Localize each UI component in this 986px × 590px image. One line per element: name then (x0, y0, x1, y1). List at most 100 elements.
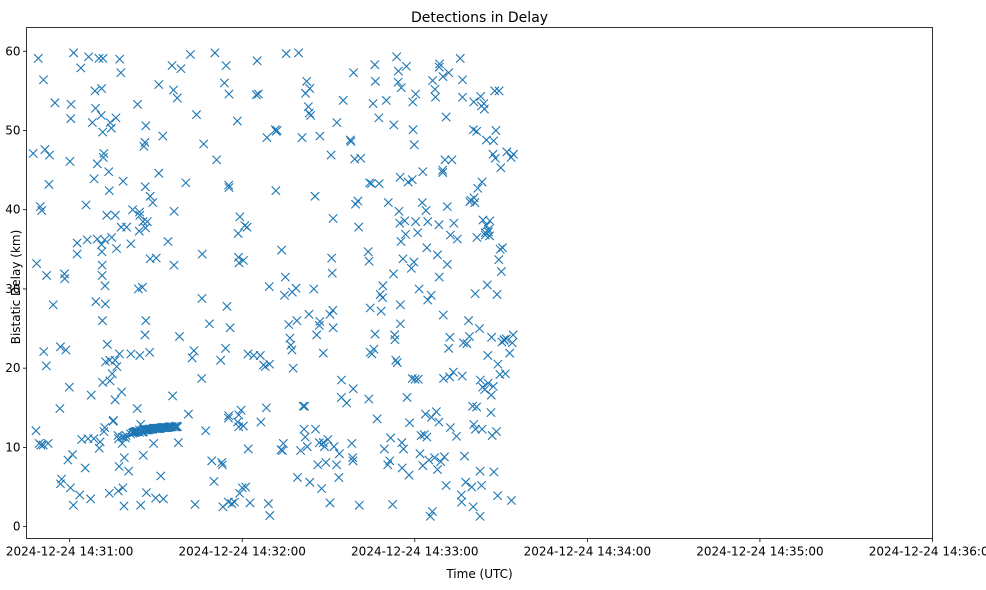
scatter-point (300, 432, 310, 442)
scatter-point (423, 217, 433, 227)
scatter-point (252, 56, 262, 66)
scatter-point (80, 463, 90, 473)
scatter-point (440, 155, 450, 165)
scatter-point (315, 316, 325, 327)
scatter-point (149, 438, 159, 449)
scatter-point (318, 348, 328, 358)
x-tick-label: 2024-12-24 14:32:00 (178, 545, 305, 559)
scatter-point (256, 417, 266, 427)
scatter-point (135, 210, 145, 220)
scatter-point (392, 52, 402, 62)
scatter-point (469, 419, 479, 430)
x-tick-label: 2024-12-24 14:34:00 (524, 545, 651, 559)
scatter-point (91, 297, 101, 307)
scatter-point (66, 114, 76, 124)
scatter-point (138, 450, 148, 460)
scatter-point (151, 493, 161, 503)
scatter-point (98, 127, 108, 137)
scatter-point (116, 68, 126, 78)
scatter-point (469, 97, 479, 107)
scatter-point (395, 319, 405, 329)
scatter-point (114, 349, 124, 359)
scatter-point (234, 410, 244, 420)
scatter-point (140, 137, 150, 147)
scatter-point (245, 498, 255, 508)
scatter-point (272, 125, 282, 136)
scatter-point (327, 268, 337, 278)
scatter-point (442, 259, 452, 269)
scatter-point (102, 210, 112, 220)
scatter-point (425, 511, 435, 521)
scatter-point (480, 384, 490, 395)
scatter-point (40, 144, 50, 155)
scatter-point (444, 68, 454, 78)
scatter-point (154, 168, 164, 178)
scatter-point (64, 382, 74, 392)
scatter-point (90, 103, 101, 113)
scatter-point (332, 117, 342, 128)
scatter-point (389, 120, 399, 130)
scatter-point (229, 497, 240, 507)
scatter-point (414, 284, 424, 294)
scatter-point (413, 228, 423, 238)
scatter-point (336, 375, 347, 385)
scatter-point (262, 133, 272, 143)
scatter-point (491, 125, 501, 136)
scatter-point (370, 76, 380, 86)
scatter-point (326, 150, 336, 160)
scatter-point (98, 152, 108, 163)
scatter-point (271, 186, 281, 196)
scatter-point (456, 490, 466, 500)
scatter-point (439, 452, 449, 462)
scatter-point (390, 330, 400, 340)
scatter-point (110, 355, 120, 365)
scatter-point (416, 430, 426, 441)
scatter-point (265, 510, 275, 521)
scatter-point (224, 89, 234, 99)
scatter-point (403, 177, 413, 187)
scatter-point (68, 500, 78, 510)
scatter-point (38, 440, 48, 450)
scatter-point (418, 167, 428, 177)
scatter-point (388, 269, 399, 279)
scatter-point (115, 54, 125, 64)
scatter-point (296, 445, 306, 456)
scatter-point (475, 511, 485, 521)
y-tick-label: 30 (5, 282, 20, 296)
scatter-point (86, 494, 96, 504)
scatter-point (400, 216, 410, 226)
scatter-point (421, 205, 431, 216)
y-tick-label: 60 (5, 44, 20, 58)
y-tick-label: 40 (5, 203, 20, 217)
scatter-point (445, 230, 456, 240)
chart-title: Detections in Delay (411, 10, 548, 26)
scatter-point (400, 229, 411, 239)
scatter-point (305, 477, 315, 487)
scatter-point (424, 455, 434, 465)
scatter-point (189, 346, 199, 356)
scatter-point (126, 239, 136, 249)
scatter-point (104, 488, 114, 498)
scatter-point (75, 490, 85, 500)
scatter-point (374, 178, 384, 189)
scatter-point (151, 253, 161, 263)
scatter-point (201, 426, 211, 436)
scatter-point (287, 345, 297, 355)
scatter-point (374, 113, 384, 123)
scatter-point (293, 48, 304, 58)
scatter-point (402, 392, 412, 403)
scatter-point (55, 403, 65, 414)
scatter-point (185, 49, 196, 60)
scatter-point (452, 234, 462, 244)
scatter-point (174, 331, 185, 342)
scatter-point (227, 499, 237, 509)
scatter-point (96, 110, 106, 121)
scatter-point (219, 78, 229, 88)
y-axis-label: Bistatic Delay (km) (9, 230, 23, 345)
scatter-point (132, 99, 143, 109)
scatter-point (84, 52, 94, 62)
scatter-point (500, 369, 510, 379)
scatter-point (397, 463, 407, 473)
scatter-point (348, 68, 359, 78)
scatter-point (112, 361, 122, 372)
